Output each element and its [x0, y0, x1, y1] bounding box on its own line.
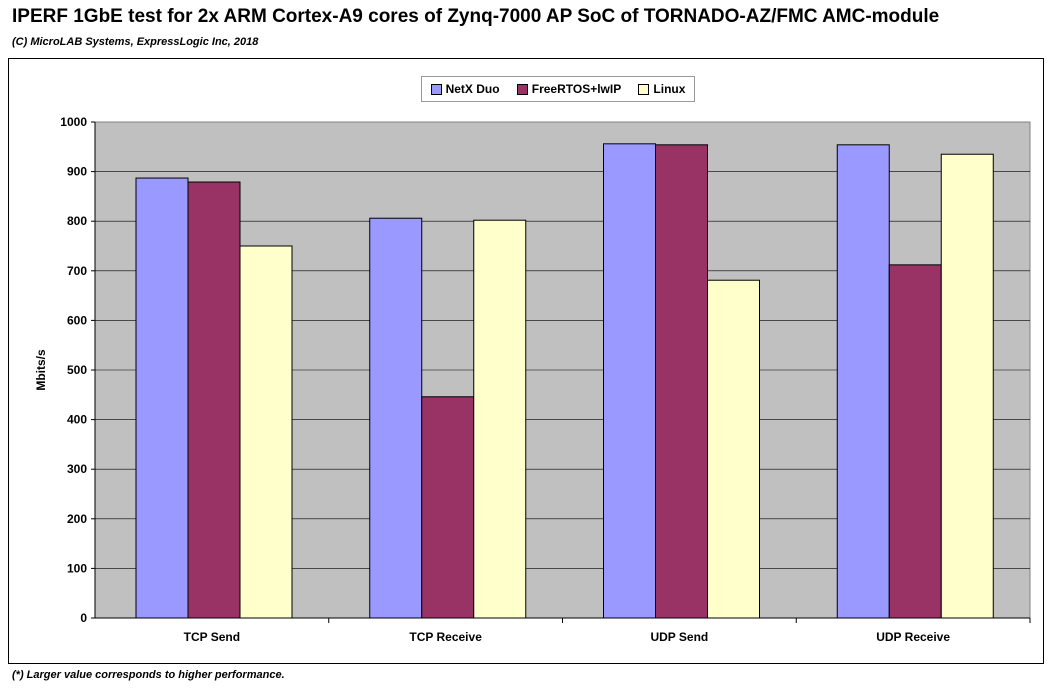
chart-subtitle: (C) MicroLAB Systems, ExpressLogic Inc, …	[12, 36, 259, 48]
y-tick-label: 600	[67, 313, 87, 327]
legend: NetX Duo FreeRTOS+lwIP Linux	[421, 76, 695, 102]
y-tick-label: 700	[67, 264, 87, 278]
bar-netx-duo-udp-receive	[836, 144, 890, 619]
legend-item: Linux	[638, 82, 685, 96]
legend-item: FreeRTOS+lwIP	[516, 82, 622, 96]
y-tick-label: 1000	[60, 115, 87, 129]
bar-netx-duo-udp-send	[603, 143, 656, 619]
legend-item: NetX Duo	[430, 82, 500, 96]
y-tick-label: 200	[67, 512, 87, 526]
bar-freertos-lwip-udp-receive	[888, 264, 942, 619]
y-tick-label: 500	[67, 363, 87, 377]
legend-label: FreeRTOS+lwIP	[531, 82, 622, 96]
x-tick-label: UDP Send	[650, 630, 708, 644]
legend-swatch	[516, 83, 528, 95]
bar-linux-udp-send	[707, 279, 760, 619]
chart-frame	[8, 58, 1044, 664]
bar-linux-tcp-receive	[473, 219, 527, 619]
bar-freertos-lwip-udp-send	[655, 144, 708, 619]
x-tick-label: TCP Receive	[409, 630, 482, 644]
chart-title: IPERF 1GbE test for 2x ARM Cortex-A9 cor…	[12, 6, 940, 27]
bar-netx-duo-tcp-receive	[369, 217, 423, 619]
y-tick-label: 900	[67, 165, 87, 179]
y-tick-label: 0	[80, 611, 87, 625]
legend-swatch	[430, 83, 442, 95]
y-tick-label: 400	[67, 413, 87, 427]
bar-linux-tcp-send	[239, 245, 293, 619]
x-tick-label: UDP Receive	[876, 630, 950, 644]
y-tick-label: 300	[67, 462, 87, 476]
y-axis-label: Mbits/s	[34, 349, 48, 391]
legend-label: NetX Duo	[445, 82, 500, 96]
legend-swatch	[638, 83, 650, 95]
bar-freertos-lwip-tcp-receive	[421, 396, 475, 619]
legend-label: Linux	[653, 82, 686, 96]
x-tick-label: TCP Send	[184, 630, 240, 644]
footnote: (*) Larger value corresponds to higher p…	[12, 669, 285, 681]
y-tick-label: 100	[67, 561, 87, 575]
bar-linux-udp-receive	[940, 153, 994, 619]
bar-freertos-lwip-tcp-send	[187, 181, 241, 619]
bar-netx-duo-tcp-send	[135, 177, 189, 619]
y-tick-label: 800	[67, 214, 87, 228]
